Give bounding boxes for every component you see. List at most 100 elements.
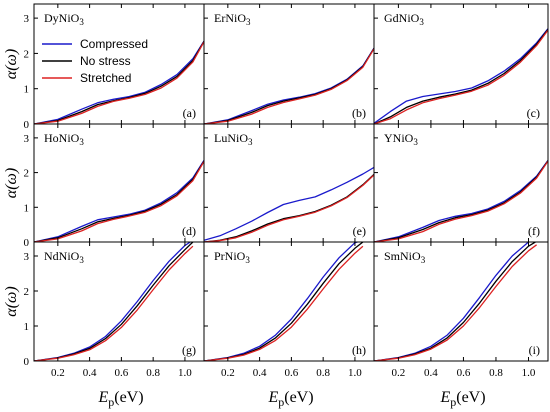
series-line-stretched xyxy=(374,244,537,361)
panel-tag: (h) xyxy=(352,343,366,357)
x-tick-label: 1.0 xyxy=(348,367,362,379)
series-line-stretched xyxy=(204,245,364,361)
x-label-subscript: p xyxy=(278,395,284,409)
y-tick-label: 1 xyxy=(24,84,30,96)
series-line-no-stress xyxy=(34,160,204,242)
x-tick-label: 0.8 xyxy=(489,367,503,379)
compound-subscript: 3 xyxy=(246,17,251,27)
legend-label: No stress xyxy=(80,54,131,68)
series-line-compressed xyxy=(374,160,548,242)
series-line-stretched xyxy=(374,160,548,242)
series-line-compressed xyxy=(374,28,548,124)
compound-name: HoNiO xyxy=(44,131,80,145)
panel-compound-label: GdNiO3 xyxy=(384,11,424,27)
compound-name: YNiO xyxy=(384,131,414,145)
series-line-no-stress xyxy=(204,48,374,124)
series-line-compressed xyxy=(204,47,374,124)
compound-name: SmNiO xyxy=(384,249,421,263)
compound-subscript: 3 xyxy=(79,17,84,27)
legend-label: Compressed xyxy=(80,37,148,51)
y-tick-label: 0 xyxy=(24,356,30,368)
legend-label: Stretched xyxy=(80,71,131,85)
x-tick-label: 0.2 xyxy=(221,367,235,379)
compound-subscript: 3 xyxy=(413,137,418,147)
panel-tag: (c) xyxy=(527,106,540,120)
x-tick-label: 0.8 xyxy=(146,367,160,379)
x-tick-label: 0.6 xyxy=(285,367,299,379)
x-tick-label: 0.4 xyxy=(83,367,97,379)
panel-tag: (f) xyxy=(528,224,540,238)
panel-tag: (g) xyxy=(182,343,196,357)
series-line-compressed xyxy=(204,242,360,361)
x-axis-label: Ep(eV) xyxy=(97,389,143,409)
compound-name: DyNiO xyxy=(44,11,80,25)
x-tick-label: 0.6 xyxy=(457,367,471,379)
compound-subscript: 3 xyxy=(79,255,84,265)
x-label-subscript: p xyxy=(108,395,114,409)
series-line-stretched xyxy=(34,41,204,124)
panel-compound-label: DyNiO3 xyxy=(44,11,84,27)
compound-subscript: 3 xyxy=(421,255,426,265)
series-line-stretched xyxy=(374,29,548,124)
x-tick-label: 1.0 xyxy=(178,367,192,379)
panel-compound-label: YNiO3 xyxy=(384,131,418,147)
panel-tag: (e) xyxy=(353,224,366,238)
panel-compound-label: HoNiO3 xyxy=(44,131,84,147)
series-line-no-stress xyxy=(374,160,548,242)
x-tick-label: 0.2 xyxy=(392,367,406,379)
series-line-compressed xyxy=(204,166,374,241)
y-tick-label: 0 xyxy=(24,119,30,131)
panel-compound-label: ErNiO3 xyxy=(214,11,251,27)
compound-name: ErNiO xyxy=(214,11,246,25)
x-tick-label: 0.4 xyxy=(253,367,267,379)
compound-subscript: 3 xyxy=(245,255,250,265)
panel-frame xyxy=(373,241,549,362)
series-line-stretched xyxy=(34,245,194,361)
x-tick-label: 0.8 xyxy=(316,367,330,379)
x-label-unit: (eV) xyxy=(456,389,485,406)
compound-name: LuNiO xyxy=(214,131,248,145)
y-tick-label: 2 xyxy=(24,168,30,180)
y-tick-label: 2 xyxy=(24,286,30,298)
y-tick-label: 3 xyxy=(24,13,30,25)
panel-tag: (b) xyxy=(352,106,366,120)
panel-compound-label: SmNiO3 xyxy=(384,249,426,265)
x-label-unit: (eV) xyxy=(114,389,143,406)
y-tick-label: 1 xyxy=(24,202,30,214)
panel-tag: (a) xyxy=(183,106,196,120)
compound-name: GdNiO xyxy=(384,11,420,25)
panel-tag: (d) xyxy=(182,224,196,238)
compound-subscript: 3 xyxy=(248,137,253,147)
series-line-compressed xyxy=(34,40,204,124)
x-axis-label: Ep(eV) xyxy=(267,389,313,409)
x-tick-label: 0.6 xyxy=(115,367,129,379)
y-axis-label: α(ω) xyxy=(3,168,20,198)
y-axis-label: α(ω) xyxy=(3,49,20,79)
series-line-no-stress xyxy=(374,29,548,124)
x-label-subscript: p xyxy=(450,395,456,409)
panel-compound-label: PrNiO3 xyxy=(214,249,250,265)
x-tick-label: 0.4 xyxy=(424,367,438,379)
y-tick-label: 3 xyxy=(24,133,30,145)
y-tick-label: 3 xyxy=(24,251,30,263)
series-line-stretched xyxy=(204,48,374,124)
series-line-no-stress xyxy=(34,41,204,124)
compound-subscript: 3 xyxy=(419,17,424,27)
series-line-stretched xyxy=(204,174,374,242)
x-label-unit: (eV) xyxy=(284,389,313,406)
compound-subscript: 3 xyxy=(79,137,84,147)
panel-compound-label: NdNiO3 xyxy=(44,249,84,265)
x-tick-label: 0.2 xyxy=(51,367,65,379)
x-axis-label: Ep(eV) xyxy=(439,389,485,409)
x-label-symbol: E xyxy=(439,389,450,406)
compound-name: PrNiO xyxy=(214,249,246,263)
y-axis-label: α(ω) xyxy=(3,286,20,316)
panel-compound-label: LuNiO3 xyxy=(214,131,253,147)
y-tick-label: 2 xyxy=(24,48,30,60)
x-tick-label: 1.0 xyxy=(522,367,536,379)
y-tick-label: 0 xyxy=(24,237,30,249)
y-tick-label: 1 xyxy=(24,321,30,333)
series-line-stretched xyxy=(34,161,204,242)
x-label-symbol: E xyxy=(97,389,108,406)
